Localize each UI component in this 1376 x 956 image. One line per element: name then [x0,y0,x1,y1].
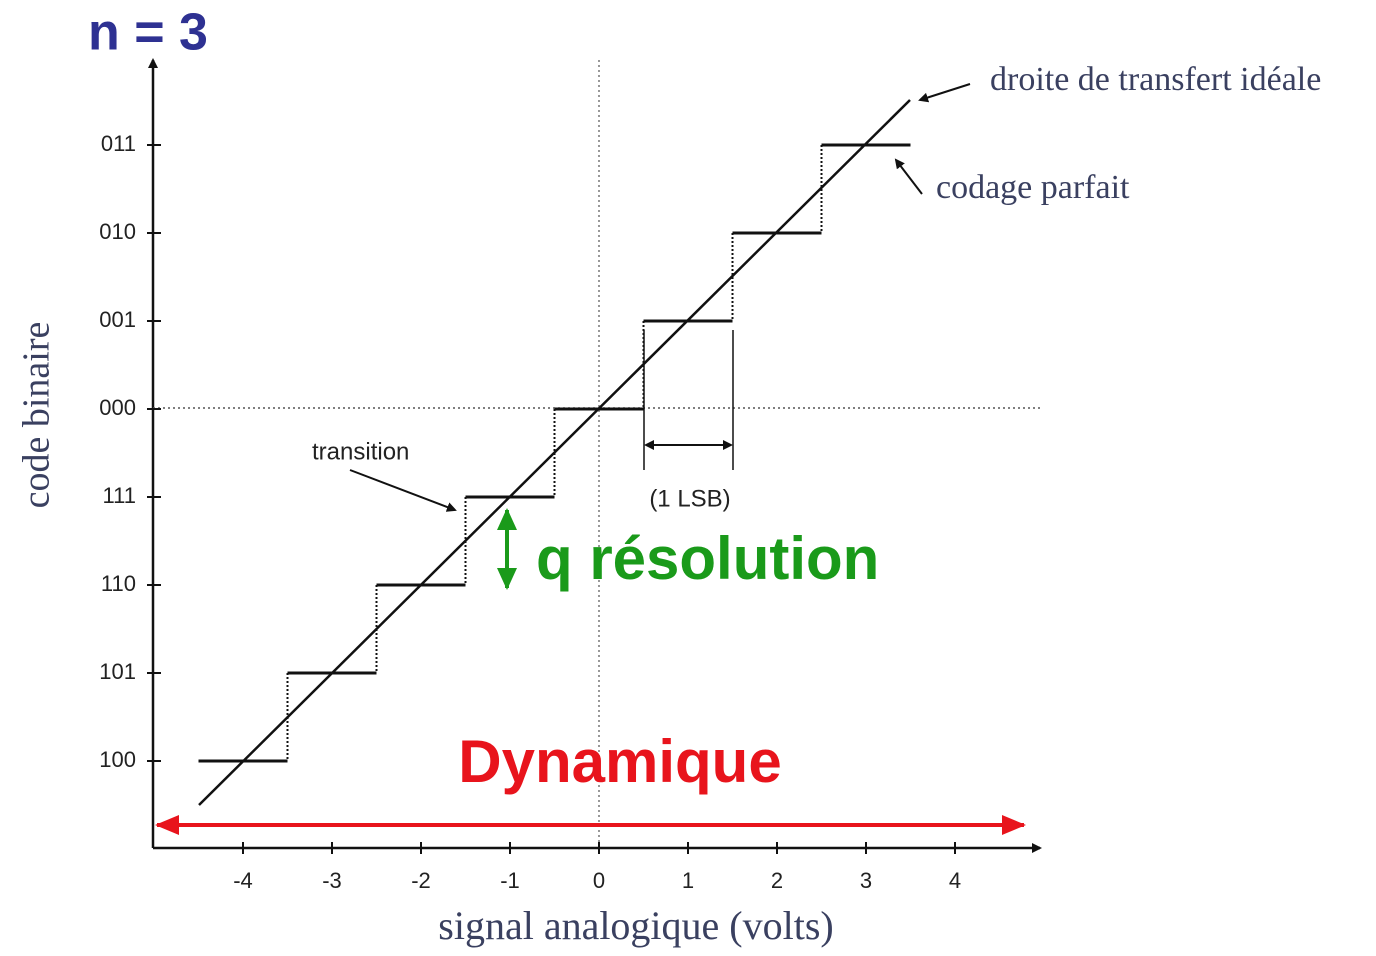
annotation: transition [312,438,409,465]
x-tick-label: 1 [682,868,694,893]
x-tick-label: -2 [411,868,431,893]
annotation: q résolution [536,525,879,592]
x-tick-label: 0 [593,868,605,893]
y-tick-label: 110 [101,571,136,596]
y-axis-label: code binaire [16,322,58,509]
annotation: Dynamique [458,728,781,795]
annotation: codage parfait [936,169,1130,206]
x-tick-label: -3 [322,868,342,893]
x-tick-label: 3 [860,868,872,893]
x-tick-label: 2 [771,868,783,893]
x-axis-label: signal analogique (volts) [438,903,833,948]
y-tick-label: 111 [103,483,136,508]
y-tick-label: 010 [99,219,136,244]
y-tick-label: 000 [99,395,136,420]
y-tick-label: 011 [101,131,136,156]
annotation: (1 LSB) [649,485,730,512]
ideal-line [198,99,911,806]
y-tick-label: 100 [99,747,136,772]
arrow [349,469,457,512]
x-tick-label: -4 [233,868,253,893]
x-tick-label: 4 [949,868,961,893]
x-tick-label: -1 [500,868,520,893]
arrow [894,158,923,195]
title: n = 3 [88,4,208,62]
arrow [918,83,971,103]
annotation: droite de transfert idéale [990,61,1321,98]
y-tick-label: 101 [99,659,136,684]
y-tick-label: 001 [99,307,136,332]
